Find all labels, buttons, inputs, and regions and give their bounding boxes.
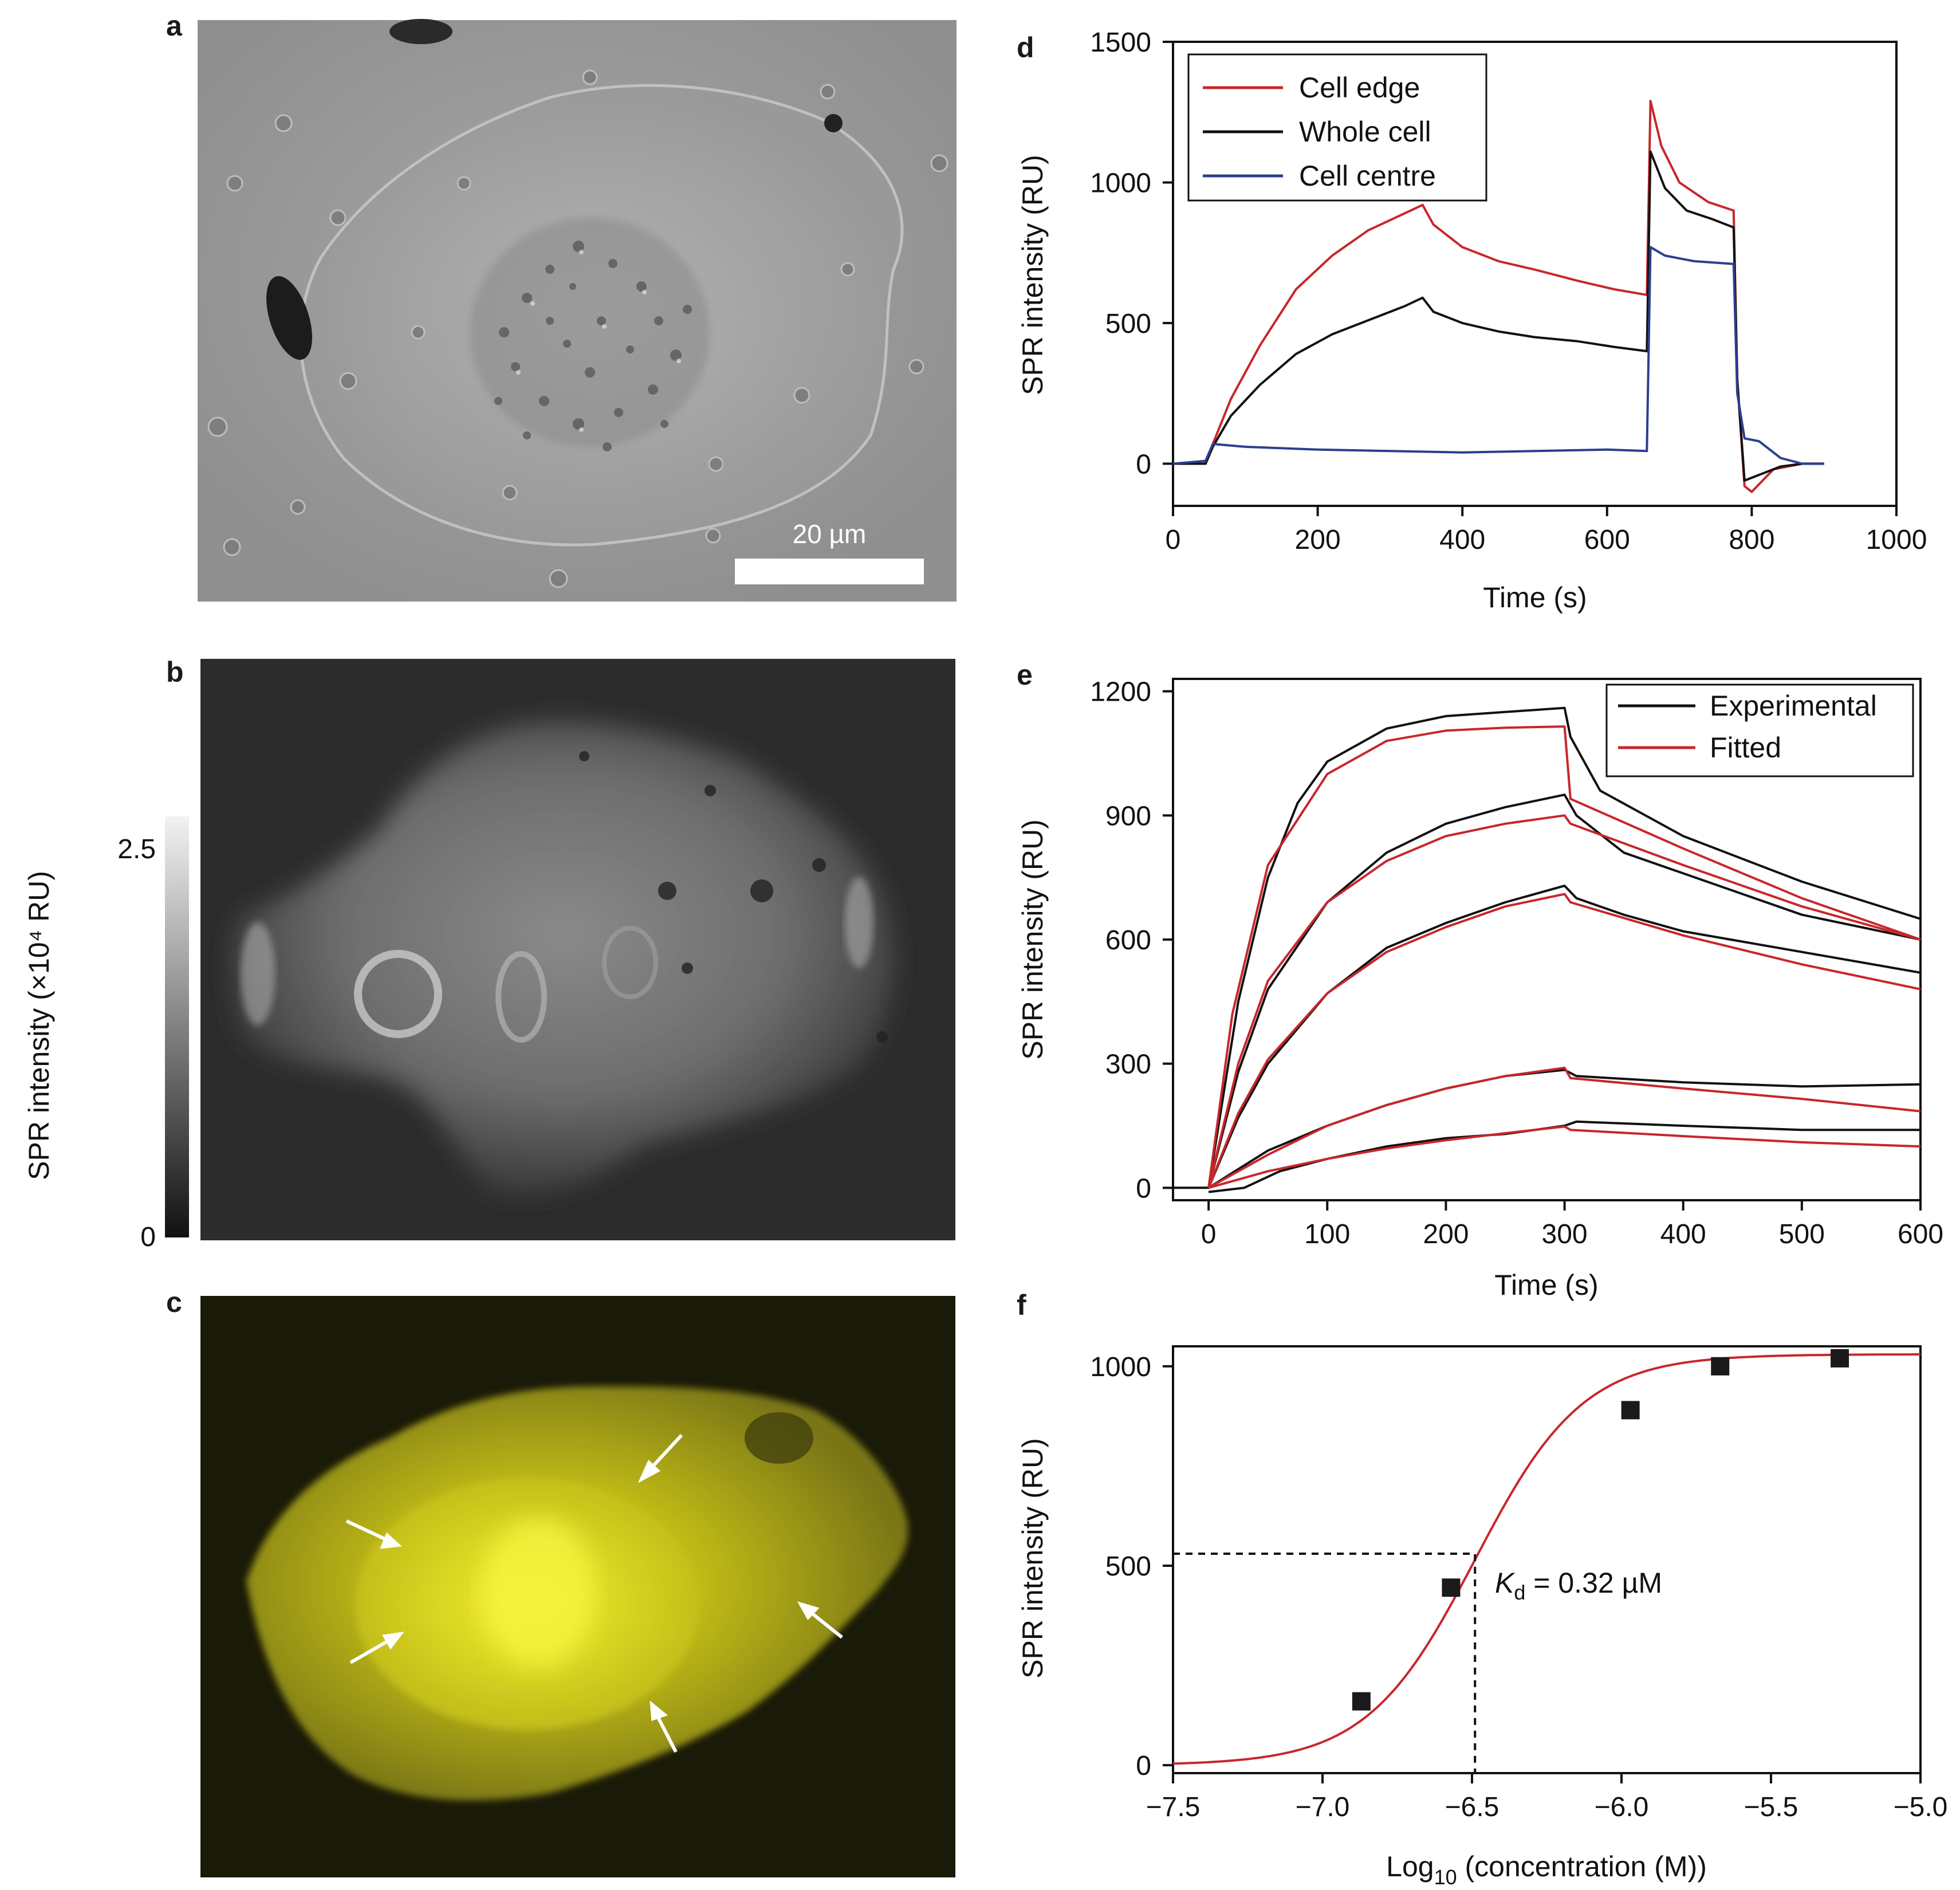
x-tick-label: −5.0 bbox=[1894, 1792, 1948, 1822]
scale-bar-label: 20 µm bbox=[793, 519, 867, 549]
panel-c-image bbox=[200, 1296, 955, 1877]
chart-e-xlabel: Time (s) bbox=[1494, 1269, 1598, 1301]
y-tick-label: 1200 bbox=[1090, 677, 1151, 708]
x-tick-label: −7.5 bbox=[1146, 1792, 1201, 1822]
chart-d-ylabel: SPR intensity (RU) bbox=[1017, 155, 1049, 395]
y-tick-label: 300 bbox=[1105, 1050, 1151, 1080]
arrows bbox=[345, 1433, 843, 1753]
x-tick-label: −6.0 bbox=[1595, 1792, 1649, 1822]
x-tick-label: −5.5 bbox=[1744, 1792, 1798, 1822]
legend-d-whole-cell: Whole cell bbox=[1299, 116, 1431, 148]
x-tick-label: 300 bbox=[1542, 1219, 1588, 1249]
y-tick-label: 1000 bbox=[1090, 168, 1151, 198]
chart-f-xlabel: Log10 (concentration (M)) bbox=[1386, 1850, 1707, 1889]
x-tick-label: 200 bbox=[1423, 1219, 1469, 1249]
x-tick-label: 500 bbox=[1779, 1219, 1825, 1249]
chart-f-ylabel: SPR intensity (RU) bbox=[1017, 1438, 1049, 1679]
chart-e-ylabel: SPR intensity (RU) bbox=[1017, 819, 1049, 1060]
series-line-fitted-3 bbox=[1207, 893, 1921, 1189]
chart-d-legend: Cell edge Whole cell Cell centre bbox=[1187, 53, 1487, 202]
panel-b-image: 2.5 0 SPR intensity (×10⁴ RU) bbox=[23, 659, 955, 1252]
data-point bbox=[1831, 1349, 1849, 1368]
series-line-experimental-2 bbox=[1207, 793, 1921, 1188]
x-tick-label: 0 bbox=[1201, 1219, 1217, 1249]
kd-annotation: Kd = 0.32 µM bbox=[1495, 1567, 1662, 1604]
y-tick-label: 0 bbox=[1136, 449, 1151, 480]
panel-label-b: b bbox=[166, 656, 184, 688]
chart-f-frame bbox=[1172, 1345, 1922, 1774]
panel-label-e: e bbox=[1017, 659, 1033, 691]
x-tick-label: 200 bbox=[1295, 525, 1341, 555]
x-tick-label: 600 bbox=[1584, 525, 1630, 555]
x-tick-label: −6.5 bbox=[1445, 1792, 1499, 1822]
chart-f: −7.5 −7.0 −6.5 −6.0 −5.5 −5.0 0 500 1000 Log10 (… bbox=[1017, 1345, 1948, 1889]
colorbar-tick-min: 0 bbox=[140, 1222, 156, 1252]
data-point bbox=[1711, 1357, 1730, 1376]
chart-e: 0 100 200 300 400 500 600 0 300 600 900 1200 Time (… bbox=[1017, 677, 1943, 1301]
series-line-fitted-4 bbox=[1208, 1066, 1921, 1189]
series-line-experimental-3 bbox=[1207, 885, 1921, 1189]
panel-label-a: a bbox=[166, 10, 183, 42]
series-line-whole-cell bbox=[1173, 150, 1824, 482]
x-tick-label: 800 bbox=[1729, 525, 1774, 555]
legend-e-experimental: Experimental bbox=[1710, 690, 1877, 722]
series-line-fitted-2 bbox=[1207, 814, 1921, 1188]
colorbar-label: SPR intensity (×10⁴ RU) bbox=[23, 871, 55, 1180]
y-tick-label: 1500 bbox=[1090, 27, 1151, 58]
data-point bbox=[1352, 1692, 1371, 1711]
chart-e-legend: Experimental Fitted bbox=[1605, 683, 1914, 777]
panel-a-image: 20 µm bbox=[198, 19, 957, 602]
x-tick-label: 600 bbox=[1898, 1219, 1943, 1249]
x-tick-label: 0 bbox=[1166, 525, 1181, 555]
x-tick-label: −7.0 bbox=[1296, 1792, 1350, 1822]
y-tick-label: 1000 bbox=[1090, 1352, 1151, 1382]
x-tick-label: 400 bbox=[1660, 1219, 1706, 1249]
series-line-fitted-5 bbox=[1208, 1125, 1921, 1189]
panel-label-c: c bbox=[166, 1286, 182, 1318]
colorbar-tick-max: 2.5 bbox=[117, 834, 156, 865]
legend-d-cell-centre: Cell centre bbox=[1299, 160, 1436, 192]
y-tick-label: 500 bbox=[1105, 1551, 1151, 1582]
chart-d: 0 200 400 600 800 1000 0 500 1000 1500 Time (s) S… bbox=[1017, 27, 1927, 614]
chart-d-xlabel: Time (s) bbox=[1483, 581, 1587, 614]
y-tick-label: 900 bbox=[1105, 801, 1151, 831]
x-tick-label: 100 bbox=[1304, 1219, 1350, 1249]
chart-d-frame bbox=[1172, 41, 1898, 507]
x-tick-label: 1000 bbox=[1866, 525, 1927, 555]
scale-bar bbox=[735, 559, 924, 584]
panel-label-d: d bbox=[1017, 32, 1034, 64]
colorbar bbox=[165, 816, 189, 1237]
y-tick-label: 0 bbox=[1136, 1173, 1151, 1204]
x-tick-label: 400 bbox=[1439, 525, 1485, 555]
series-line-fitted-1 bbox=[1207, 725, 1921, 1188]
fit-curve bbox=[1172, 1353, 1920, 1765]
y-tick-label: 600 bbox=[1105, 925, 1151, 956]
y-tick-label: 500 bbox=[1105, 309, 1151, 339]
panel-label-f: f bbox=[1017, 1289, 1026, 1321]
legend-d-cell-edge: Cell edge bbox=[1299, 72, 1420, 104]
legend-e-fitted: Fitted bbox=[1710, 732, 1781, 764]
series-line-experimental-1 bbox=[1173, 706, 1921, 1189]
data-point bbox=[1621, 1401, 1640, 1420]
data-point bbox=[1442, 1578, 1461, 1597]
series-line-cell-centre bbox=[1172, 246, 1824, 465]
y-tick-label: 0 bbox=[1136, 1751, 1151, 1781]
